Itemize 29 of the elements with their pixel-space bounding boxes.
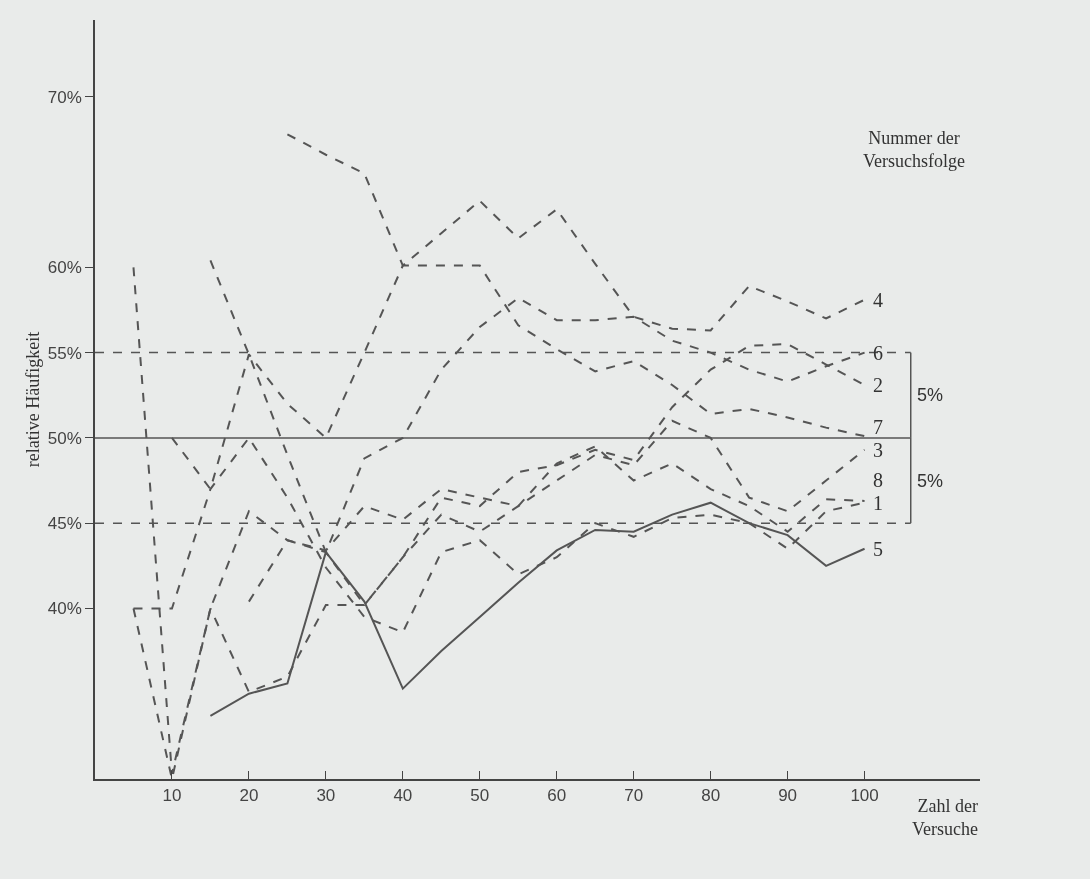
series-label: 3 xyxy=(873,439,883,461)
x-tick-label: 40 xyxy=(393,786,413,806)
series-label: 2 xyxy=(873,374,883,396)
x-tick-label: 50 xyxy=(470,786,490,806)
series-label: 4 xyxy=(873,289,883,311)
series-label: 1 xyxy=(873,492,883,514)
x-tick-label: 90 xyxy=(778,786,798,806)
x-tick-label: 80 xyxy=(701,786,721,806)
annotation: 5% xyxy=(917,385,944,405)
series-label: 7 xyxy=(873,416,883,438)
legend-title: Nummer der Versuchsfolge xyxy=(863,128,965,172)
y-axis-title: relative Häufigkeit xyxy=(22,331,43,468)
x-tick-label: 10 xyxy=(162,786,182,806)
x-tick-label: 70 xyxy=(624,786,644,806)
x-axis-title: Zahl der Versuche xyxy=(912,796,978,840)
x-tick-label: 60 xyxy=(547,786,567,806)
y-tick-label: 50% xyxy=(47,428,82,448)
x-tick-label: 30 xyxy=(316,786,336,806)
y-tick-label: 70% xyxy=(47,87,82,107)
annotation: 5% xyxy=(917,471,944,491)
x-tick-label: 20 xyxy=(239,786,259,806)
y-tick-label: 60% xyxy=(47,258,82,278)
y-tick-label: 55% xyxy=(47,343,82,363)
y-tick-label: 45% xyxy=(47,514,82,534)
series-label: 8 xyxy=(873,469,883,491)
series-label: 6 xyxy=(873,342,883,364)
x-tick-label: 100 xyxy=(850,786,879,806)
y-tick-label: 40% xyxy=(47,599,82,619)
series-label: 5 xyxy=(873,538,883,560)
